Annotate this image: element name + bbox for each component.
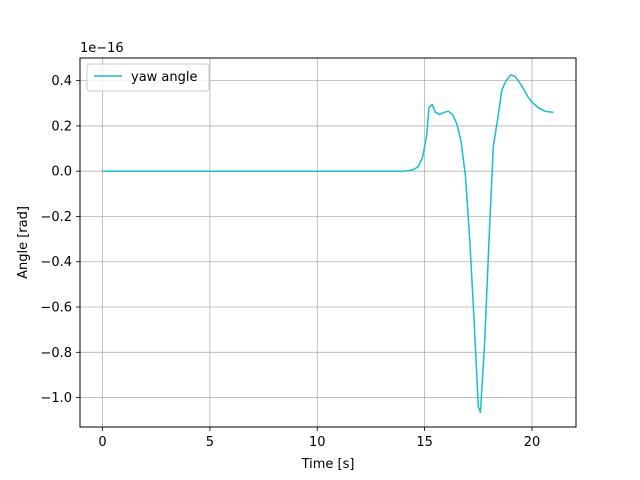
y-offset-label: 1e−16 [80,41,124,56]
x-tick-label: 15 [416,435,433,450]
series-line-yaw-angle [102,74,554,414]
y-tick-label: 0.2 [51,119,72,134]
y-tick-label: 0.4 [51,74,72,89]
legend-box [86,63,210,92]
x-tick-label: 10 [309,435,326,450]
legend: yaw angle [86,63,210,92]
y-tick-label: 0.0 [51,165,72,180]
ticks: 0 5 10 15 20 −1.0 −0.8 −0.6 −0.4 −0.2 0.0 0.2 0.4 [40,74,540,450]
y-tick-label: −0.8 [40,346,72,361]
plot-frame [79,57,577,428]
series-layer [102,74,554,414]
x-tick-label: 5 [206,435,214,450]
y-tick-label: −0.2 [40,210,72,225]
legend-label-yaw-angle: yaw angle [131,70,198,85]
y-tick-label: −1.0 [40,391,72,406]
x-tick-label: 20 [524,435,541,450]
x-axis-label: Time [s] [301,457,355,472]
y-axis-label: Angle [rad] [16,206,31,279]
x-tick-label: 0 [98,435,106,450]
y-tick-label: −0.4 [40,255,72,270]
y-tick-label: −0.6 [40,301,72,316]
